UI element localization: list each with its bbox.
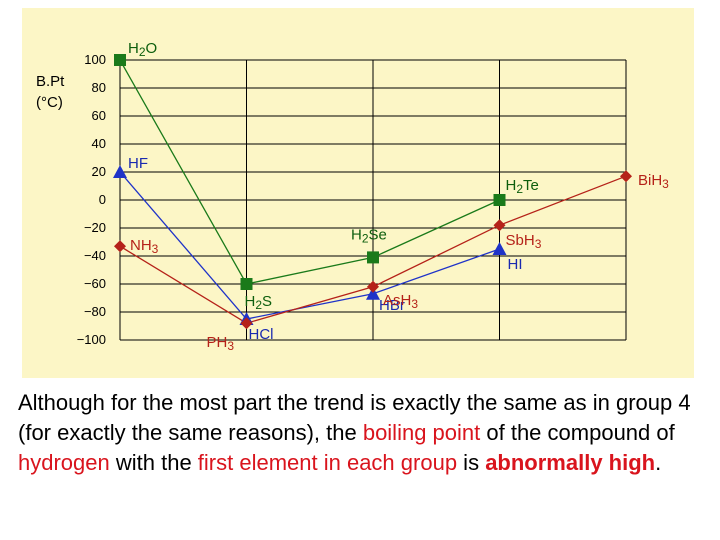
caption-part-5: with the	[109, 450, 198, 475]
data-point-HF	[113, 165, 127, 178]
y-tick-label: −40	[84, 248, 106, 263]
data-point-H2S	[240, 278, 253, 290]
data-point-H2Te	[493, 194, 506, 206]
y-tick-label: 60	[92, 108, 106, 123]
caption-part-9: .	[655, 450, 662, 475]
y-tick-label: 100	[84, 52, 106, 67]
point-label: HCl	[249, 326, 274, 343]
point-label: H2O	[128, 40, 157, 59]
caption-part-3: of the compound of	[480, 420, 675, 445]
y-axis-label-line2: (°C)	[36, 94, 63, 111]
point-label: HF	[128, 155, 148, 172]
boiling-point-chart: B.Pt (°C) 100 80 60 40 20 0 −20 −40 −60 −80 −100 H…	[22, 8, 694, 378]
data-point-H2Se	[367, 251, 379, 264]
y-tick-label: 40	[92, 136, 106, 151]
y-axis-label-line1: B.Pt	[36, 73, 65, 90]
series-line-group-7	[119, 171, 500, 320]
y-tick-label: 0	[99, 192, 106, 207]
data-point-AsH3	[367, 280, 379, 293]
y-tick-label: −80	[84, 304, 106, 319]
series-markers	[113, 54, 632, 330]
data-point-BiH3	[620, 170, 632, 183]
point-label: PH3	[207, 334, 235, 353]
data-point-PH3	[240, 317, 253, 330]
y-tick-label: −60	[84, 276, 106, 291]
point-label: HI	[508, 256, 523, 273]
data-point-SbH3	[493, 219, 506, 232]
point-labels: H2O H2S H2Se H2Te HF HCl HBr HI NH3 PH3 AsH3 SbH3 Bi…	[128, 40, 669, 353]
caption-text: Although for the most part the trend is …	[18, 388, 708, 478]
point-label: H2Se	[351, 226, 387, 245]
point-label: H2Te	[506, 177, 539, 196]
caption-part-1: Although for the most part the trend is …	[18, 390, 691, 445]
caption-boiling-point: boiling point	[362, 420, 481, 445]
caption-abnormally-high: abnormally high	[485, 450, 656, 475]
data-point-H2O	[114, 54, 126, 66]
caption-part-7: is	[457, 450, 486, 475]
point-label: BiH3	[638, 172, 669, 191]
data-point-NH3	[114, 240, 126, 253]
data-point-HBr	[366, 286, 380, 300]
y-tick-label: 20	[92, 164, 106, 179]
data-point-HI	[492, 242, 507, 255]
y-tick-label: 80	[92, 80, 106, 95]
point-label: HBr	[379, 297, 405, 314]
y-tick-label: −20	[84, 220, 106, 235]
y-tick-label: −100	[77, 332, 106, 347]
chart-canvas: B.Pt (°C) 100 80 60 40 20 0 −20 −40 −60 −80 −100 H…	[22, 8, 694, 378]
point-label: AsH3	[383, 292, 418, 311]
point-label: NH3	[130, 237, 159, 256]
point-label: SbH3	[506, 232, 542, 251]
caption-first-element: first element in each group	[197, 450, 458, 475]
series-line-group-6	[119, 59, 500, 285]
y-tick-labels: 100 80 60 40 20 0 −20 −40 −60 −80 −100	[77, 52, 106, 347]
caption-hydrogen: hydrogen	[18, 450, 110, 475]
point-label: H2S	[245, 293, 273, 312]
